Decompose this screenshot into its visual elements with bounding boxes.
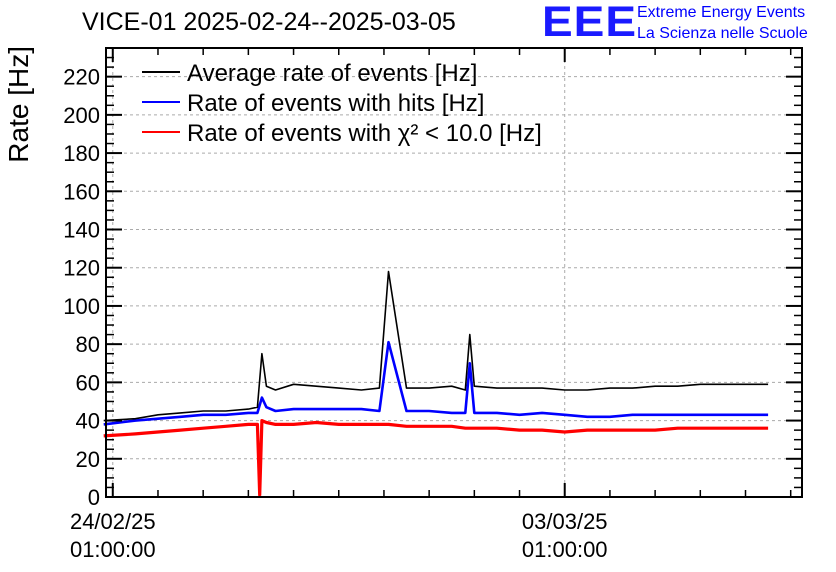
x-tick-label-time: 01:00:00 bbox=[522, 537, 608, 562]
legend: Average rate of events [Hz] Rate of event… bbox=[142, 60, 542, 147]
series-line-average-rate bbox=[103, 270, 769, 422]
chart-title: VICE-01 2025-02-24--2025-03-05 bbox=[82, 8, 456, 36]
y-tick-label: 200 bbox=[63, 103, 100, 128]
y-tick-label: 0 bbox=[88, 485, 100, 510]
y-axis-title: Rate [Hz] bbox=[3, 46, 34, 163]
x-tick-label-date: 03/03/25 bbox=[522, 509, 608, 534]
y-tick-label: 160 bbox=[63, 179, 100, 204]
series-line-chi2-rate bbox=[103, 419, 769, 497]
y-tick-label: 120 bbox=[63, 256, 100, 281]
y-tick-label: 80 bbox=[76, 332, 100, 357]
logo-caption-line2: La Scienza nelle Scuole bbox=[637, 25, 808, 42]
eee-logo-mark: EEE bbox=[542, 0, 638, 46]
plot-frame bbox=[105, 47, 803, 498]
series-line-hits-rate bbox=[103, 340, 769, 426]
ticks: 0 20 40 60 80 100 120 140 160 180 200 220 24/02/25 01… bbox=[63, 48, 802, 562]
y-tick-label: 20 bbox=[76, 447, 100, 472]
y-tick-label: 40 bbox=[76, 409, 100, 434]
series-layer bbox=[103, 270, 769, 497]
x-tick-label-date: 24/02/25 bbox=[70, 509, 156, 534]
legend-entry-hits-rate: Rate of events with hits [Hz] bbox=[187, 90, 484, 117]
y-tick-label: 180 bbox=[63, 141, 100, 166]
y-tick-label: 100 bbox=[63, 294, 100, 319]
y-tick-label: 60 bbox=[76, 370, 100, 395]
x-tick-label-time: 01:00:00 bbox=[70, 537, 156, 562]
legend-entry-average-rate: Average rate of events [Hz] bbox=[187, 60, 477, 87]
y-tick-label: 140 bbox=[63, 218, 100, 243]
logo-caption-line1: Extreme Energy Events bbox=[637, 4, 806, 21]
legend-entry-chi2-rate: Rate of events with χ² < 10.0 [Hz] bbox=[187, 120, 542, 147]
y-tick-label: 220 bbox=[63, 65, 100, 90]
